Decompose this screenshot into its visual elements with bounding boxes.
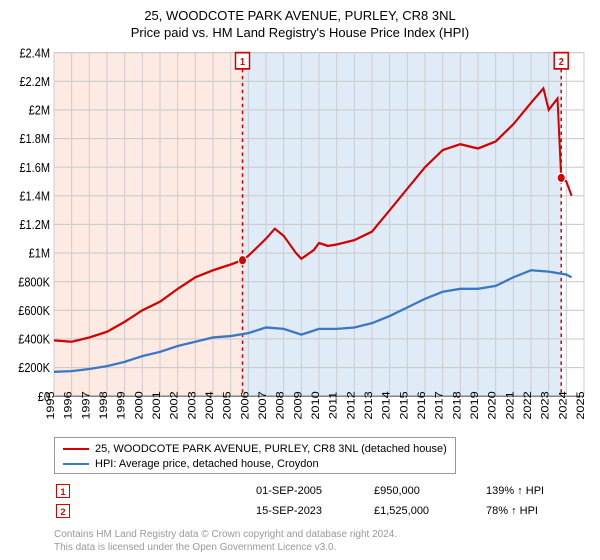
x-axis-label: 2010	[309, 391, 322, 420]
sale-date: 01-SEP-2005	[242, 482, 372, 500]
title-address: 25, WOODCOTE PARK AVENUE, PURLEY, CR8 3N…	[12, 8, 588, 23]
x-axis-label: 2006	[238, 391, 251, 420]
chart-container: 25, WOODCOTE PARK AVENUE, PURLEY, CR8 3N…	[0, 0, 600, 560]
x-axis-label: 2012	[344, 391, 357, 420]
x-axis-label: 2024	[556, 391, 569, 420]
sale-marker-number: 2	[559, 56, 565, 68]
x-axis-label: 2000	[132, 391, 145, 420]
x-axis-label: 2021	[503, 391, 516, 420]
y-axis-label: £600K	[18, 303, 50, 318]
x-axis-label: 1999	[115, 391, 128, 420]
x-axis-label: 2019	[468, 391, 481, 420]
sale-point-marker	[557, 173, 565, 182]
title-subtitle: Price paid vs. HM Land Registry's House …	[12, 25, 588, 40]
sale-marker-row: 2 15-SEP-2023£1,525,00078% ↑ HPI	[56, 502, 586, 520]
y-axis-label: £2.2M	[19, 74, 50, 89]
x-axis-label: 2005	[221, 391, 234, 420]
y-axis-label: £1.8M	[19, 131, 50, 146]
x-axis-label: 2017	[433, 391, 446, 420]
x-axis-label: 2014	[380, 391, 393, 420]
x-axis-label: 2022	[521, 391, 534, 420]
legend-swatch	[63, 448, 89, 450]
x-axis-label: 2008	[274, 391, 287, 420]
x-axis-label: 2011	[327, 391, 340, 419]
sale-price: £950,000	[374, 482, 484, 500]
x-axis-label: 2015	[397, 391, 410, 420]
x-axis-label: 2016	[415, 391, 428, 420]
x-axis-label: 2001	[150, 391, 163, 420]
y-axis-label: £1.4M	[19, 189, 50, 204]
x-axis-label: 2009	[291, 391, 304, 420]
sale-markers-table: 1 01-SEP-2005£950,000139% ↑ HPI 2 15-SEP-20…	[54, 480, 588, 522]
sale-marker-row: 1 01-SEP-2005£950,000139% ↑ HPI	[56, 482, 586, 500]
x-axis-label: 2025	[574, 391, 587, 420]
legend-row: HPI: Average price, detached house, Croy…	[63, 456, 447, 471]
sale-marker-badge: 1	[56, 484, 70, 498]
x-axis-label: 2020	[486, 391, 499, 420]
y-axis-label: £2M	[29, 103, 50, 118]
x-axis-label: 2004	[203, 391, 216, 420]
legend-row: 25, WOODCOTE PARK AVENUE, PURLEY, CR8 3N…	[63, 441, 447, 456]
sale-pct-vs-hpi: 78% ↑ HPI	[486, 502, 586, 520]
sale-marker-number: 1	[240, 56, 246, 68]
y-axis-label: £200K	[18, 360, 50, 375]
x-axis-label: 1995	[44, 391, 57, 420]
footer-line2: This data is licensed under the Open Gov…	[54, 541, 588, 554]
y-axis-label: £1.2M	[19, 217, 50, 232]
line-chart: £0£200K£400K£600K£800K£1M£1.2M£1.4M£1.6M…	[12, 48, 588, 431]
x-axis-label: 2013	[362, 391, 375, 420]
sale-marker-badge: 2	[56, 504, 70, 518]
footer-line1: Contains HM Land Registry data © Crown c…	[54, 528, 588, 541]
x-axis-label: 2003	[185, 391, 198, 420]
y-axis-label: £400K	[18, 332, 50, 347]
y-axis-label: £800K	[18, 275, 50, 290]
legend-label: 25, WOODCOTE PARK AVENUE, PURLEY, CR8 3N…	[95, 443, 447, 455]
y-axis-label: £1M	[29, 246, 50, 261]
y-axis-label: £1.6M	[19, 160, 50, 175]
sale-price: £1,525,000	[374, 502, 484, 520]
x-axis-label: 1996	[62, 391, 75, 420]
x-axis-label: 1998	[97, 391, 110, 420]
x-axis-label: 2023	[539, 391, 552, 420]
y-axis-label: £2.4M	[19, 48, 50, 60]
footer-attribution: Contains HM Land Registry data © Crown c…	[54, 528, 588, 554]
legend: 25, WOODCOTE PARK AVENUE, PURLEY, CR8 3N…	[54, 437, 456, 474]
legend-swatch	[63, 463, 89, 465]
x-axis-label: 1997	[79, 391, 92, 420]
legend-label: HPI: Average price, detached house, Croy…	[95, 458, 319, 470]
sale-pct-vs-hpi: 139% ↑ HPI	[486, 482, 586, 500]
x-axis-label: 2018	[450, 391, 463, 420]
sale-date: 15-SEP-2023	[242, 502, 372, 520]
title-block: 25, WOODCOTE PARK AVENUE, PURLEY, CR8 3N…	[12, 8, 588, 40]
x-axis-label: 2007	[256, 391, 269, 420]
chart-area: £0£200K£400K£600K£800K£1M£1.2M£1.4M£1.6M…	[12, 48, 588, 431]
sale-point-marker	[239, 256, 247, 265]
x-axis-label: 2002	[168, 391, 181, 420]
